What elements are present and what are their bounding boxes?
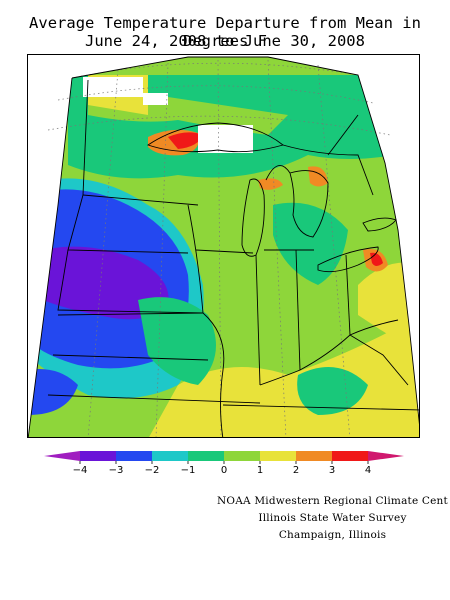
- legend-cell: [116, 451, 152, 461]
- legend-cell: [260, 451, 296, 461]
- credit-location: Champaign, Illinois: [278, 529, 387, 541]
- map-subtitle-date-range: June 24, 2008 to June 30, 2008: [85, 32, 365, 50]
- legend-cell: [152, 451, 188, 461]
- state-boundaries: [28, 56, 419, 437]
- credit-survey: Illinois State Water Survey: [258, 512, 407, 524]
- legend-tick-label: 3: [328, 465, 336, 476]
- legend-cell: [332, 451, 368, 461]
- legend-tick-label: −3: [108, 465, 124, 476]
- legend-tick-label: 2: [292, 465, 300, 476]
- legend-cell: [224, 451, 260, 461]
- map-canvas: [28, 56, 419, 437]
- credits-block: NOAA Midwestern Regional Climate Cent Il…: [215, 493, 450, 544]
- legend-cell: [188, 451, 224, 461]
- map-title: Average Temperature Departure from Mean …: [29, 14, 421, 50]
- legend-cell: [80, 451, 116, 461]
- legend-tick-label: 4: [364, 465, 372, 476]
- temperature-departure-map: [27, 54, 420, 438]
- color-scale-legend: −4 −3 −2 −1 0 1 2 3 4: [44, 448, 410, 478]
- credit-organization: NOAA Midwestern Regional Climate Cent: [217, 495, 448, 507]
- legend-tick-label: 0: [220, 465, 228, 476]
- legend-tick-label: −4: [72, 465, 88, 476]
- legend-cell-below-min: [44, 451, 80, 461]
- legend-tick-label: 1: [256, 465, 264, 476]
- legend-colorbar: [44, 451, 404, 464]
- legend-cell: [296, 451, 332, 461]
- legend-tick-label: −2: [144, 465, 160, 476]
- legend-tick-label: −1: [180, 465, 196, 476]
- legend-cell-above-max: [368, 451, 404, 461]
